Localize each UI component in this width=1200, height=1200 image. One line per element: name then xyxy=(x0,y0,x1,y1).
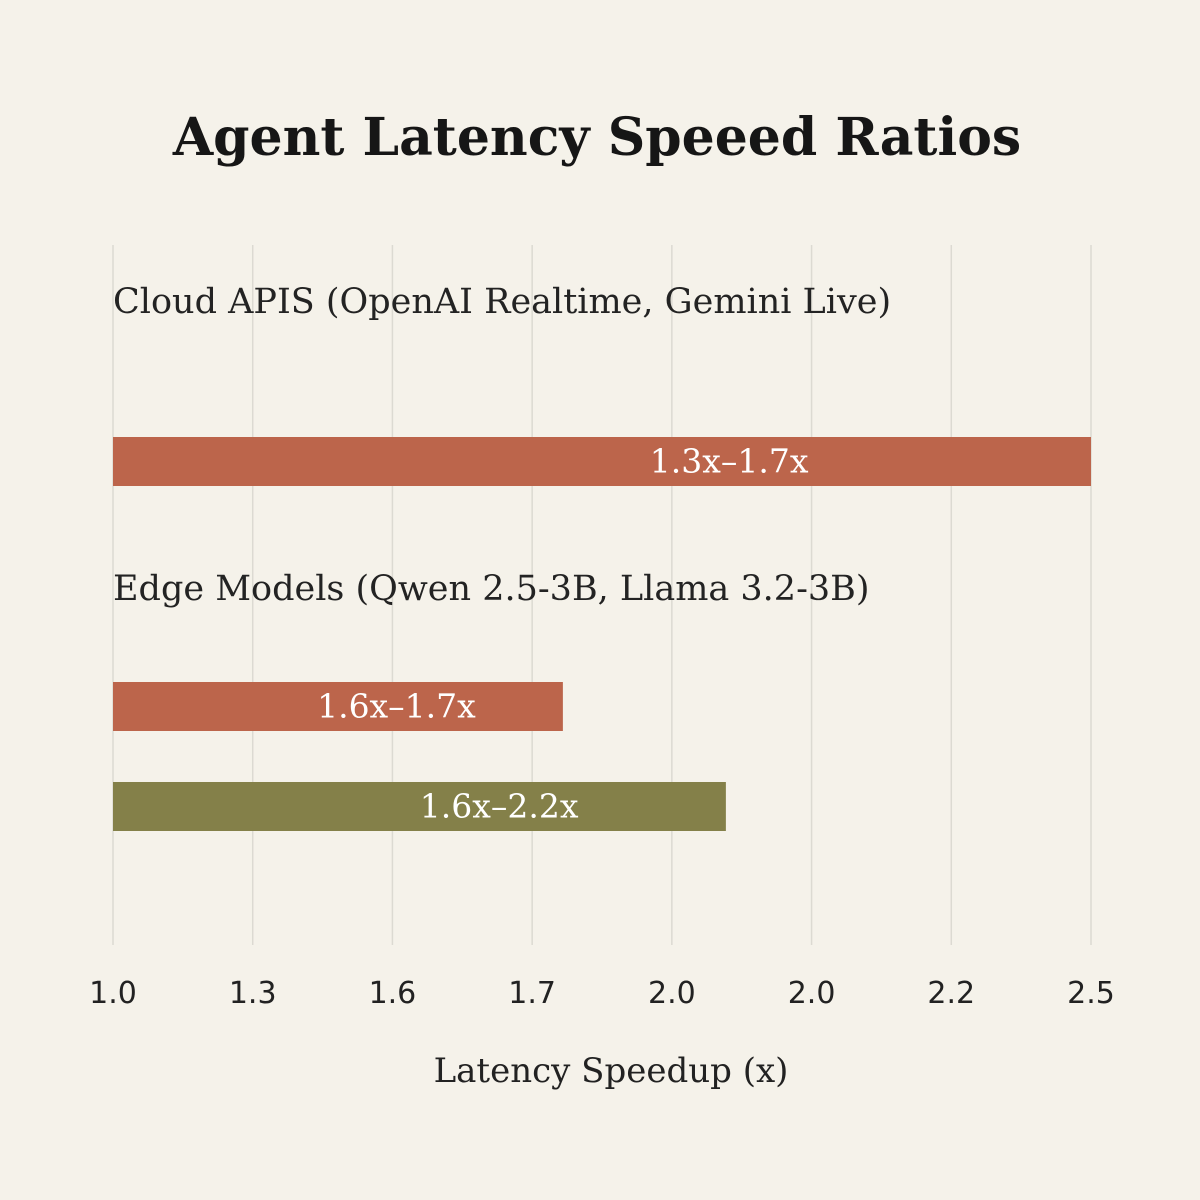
gridlines xyxy=(112,245,1092,945)
chart-title: Agent Latency Speeed Ratios xyxy=(172,107,1021,168)
bar-value-label: 1.3x–1.7x xyxy=(650,442,809,481)
group-labels: Cloud APIS (OpenAI Realtime, Gemini Live… xyxy=(113,282,891,609)
x-axis-ticks: 1.0 1.3 1.6 1.7 2.0 2.0 2.2 2.5 xyxy=(89,976,1115,1011)
x-tick-label: 1.0 xyxy=(89,976,137,1011)
group-label: Cloud APIS (OpenAI Realtime, Gemini Live… xyxy=(113,282,891,322)
bar xyxy=(113,782,726,831)
bar-value-label: 1.6x–2.2x xyxy=(420,787,579,826)
x-tick-label: 2.0 xyxy=(648,976,696,1011)
bar-value-label: 1.6x–1.7x xyxy=(317,687,476,726)
x-tick-label: 2.2 xyxy=(927,976,975,1011)
x-tick-label: 2.5 xyxy=(1067,976,1115,1011)
group-label: Edge Models (Qwen 2.5-3B, Llama 3.2-3B) xyxy=(113,569,870,609)
bar xyxy=(113,437,1091,486)
x-tick-label: 1.7 xyxy=(508,976,556,1011)
bars: 1.3x–1.7x 1.6x–1.7x 1.6x–2.2x xyxy=(113,437,1091,831)
x-tick-label: 1.3 xyxy=(229,976,277,1011)
bar xyxy=(113,682,563,731)
x-tick-label: 2.0 xyxy=(788,976,836,1011)
x-tick-label: 1.6 xyxy=(369,976,417,1011)
x-axis-title: Latency Speedup (x) xyxy=(434,1051,789,1091)
